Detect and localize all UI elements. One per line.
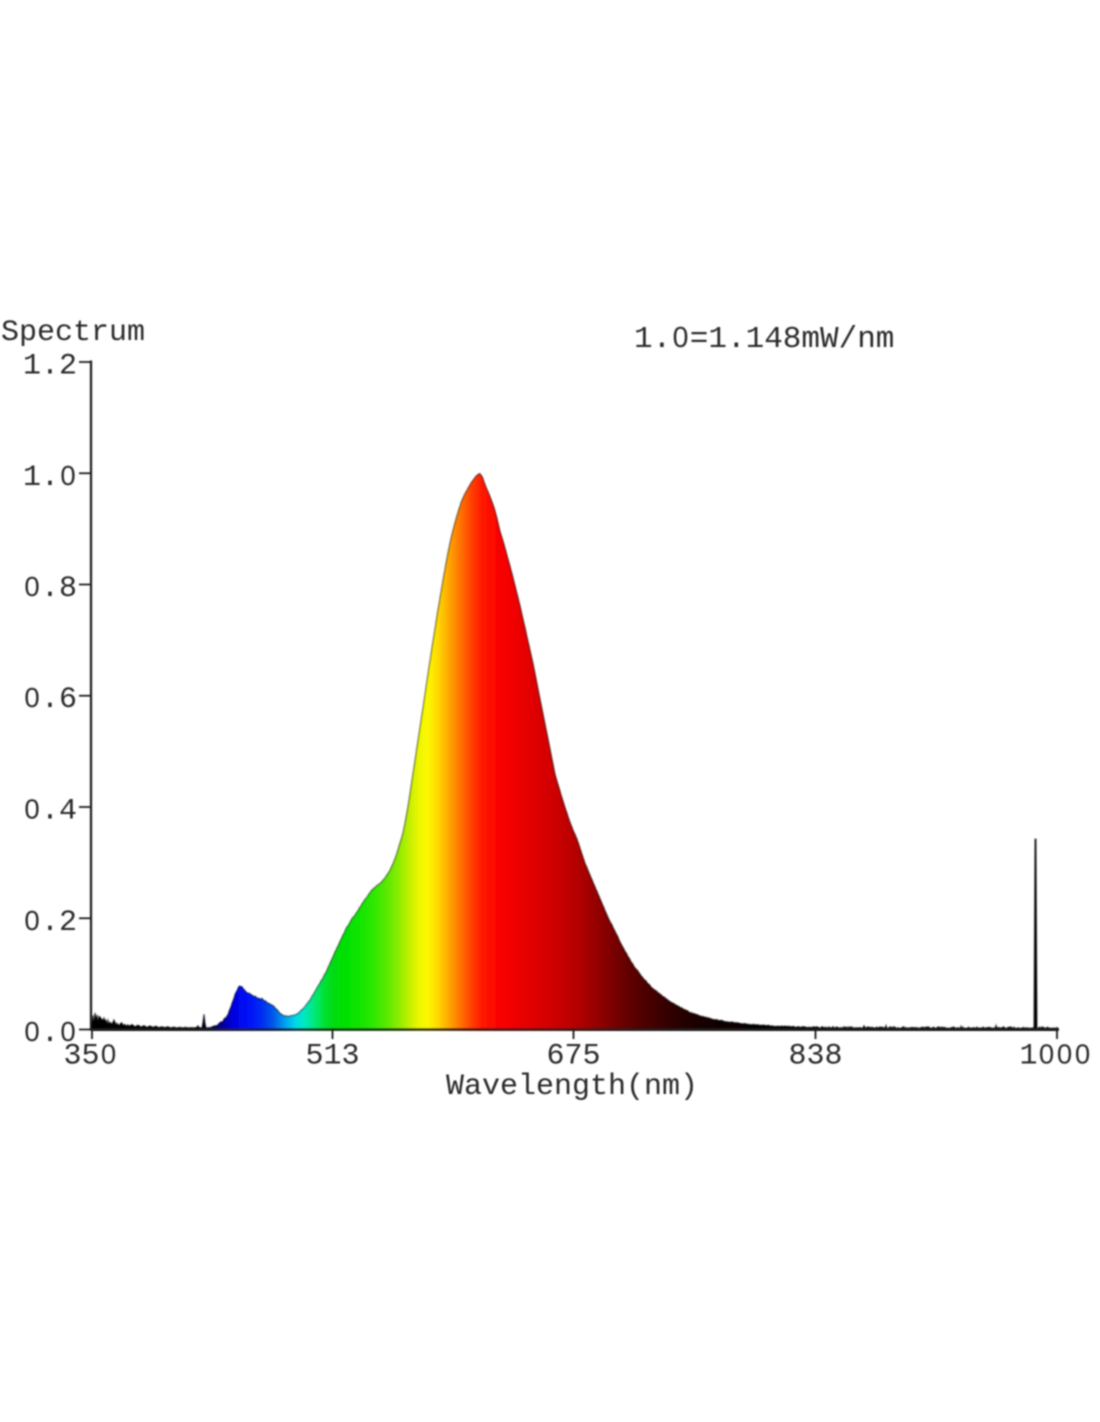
svg-text:513: 513 [306,1040,360,1074]
svg-text:Spectrum: Spectrum [1,316,145,350]
svg-text:1.0=1.148mW/nm: 1.0=1.148mW/nm [634,322,894,357]
svg-text:0.4: 0.4 [24,794,77,829]
svg-text:675: 675 [547,1040,601,1074]
svg-text:1000: 1000 [1020,1039,1091,1074]
svg-text:1.2: 1.2 [23,350,77,384]
svg-text:1.0: 1.0 [23,460,76,495]
svg-text:0.6: 0.6 [24,682,77,717]
svg-text:0.0: 0.0 [24,1016,75,1051]
svg-text:838: 838 [789,1040,843,1074]
svg-text:350: 350 [64,1039,117,1074]
svg-text:Wavelength(nm): Wavelength(nm) [446,1070,698,1104]
svg-text:0.8: 0.8 [24,571,77,606]
svg-text:0.2: 0.2 [24,905,77,940]
